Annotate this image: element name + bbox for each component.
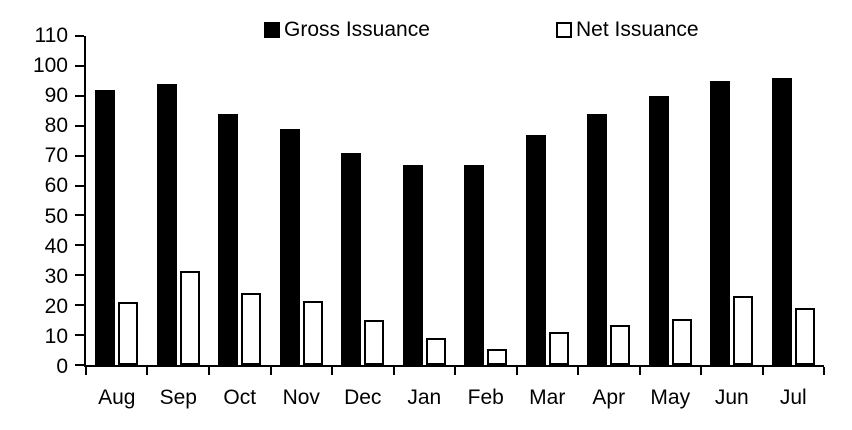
x-axis-tick-label-aug: Aug: [98, 386, 136, 409]
category-group-aug: [86, 36, 148, 365]
x-axis-tick-mark: [700, 367, 702, 375]
gross-issuance-bar-aug: [95, 89, 116, 365]
x-axis-tick-mark: [392, 367, 395, 375]
x-axis-tick-label-jan: Jan: [407, 386, 442, 409]
y-axis-tick-mark: [75, 154, 84, 157]
net-issuance-bar-dec: [364, 320, 385, 365]
category-group-jul: [763, 36, 825, 365]
gross-issuance-swatch-icon: [264, 22, 280, 38]
x-axis-tick-mark: [638, 367, 641, 375]
net-issuance-bar-mar: [548, 332, 569, 365]
net-issuance-bar-feb: [487, 348, 508, 365]
y-axis-tick-label: 100: [32, 54, 68, 78]
net-issuance-bar-sep: [179, 270, 200, 365]
x-axis-tick-label-feb: Feb: [467, 386, 504, 409]
y-axis-tick-mark: [75, 244, 84, 247]
net-issuance-bar-aug: [118, 302, 139, 365]
x-axis-tick-label-jun: Jun: [714, 386, 749, 409]
x-axis-tick-mark: [85, 367, 87, 375]
category-group-feb: [455, 36, 517, 365]
net-issuance-bar-may: [671, 318, 692, 365]
x-axis-tick-label-may: May: [650, 386, 691, 409]
legend-label-gross-issuance: Gross Issuance: [284, 18, 430, 41]
x-axis-tick-label-nov: Nov: [282, 386, 320, 409]
y-axis-tick-mark: [75, 94, 84, 97]
legend-item-gross-issuance: Gross Issuance: [264, 18, 430, 42]
gross-issuance-bar-jan: [402, 164, 423, 365]
gross-issuance-bar-feb: [464, 164, 485, 365]
y-axis-tick-mark: [75, 334, 84, 337]
x-axis-tick-mark: [515, 367, 518, 375]
category-group-jun: [701, 36, 763, 365]
gross-issuance-bar-apr: [587, 113, 608, 365]
legend-item-net-issuance: Net Issuance: [556, 18, 699, 42]
category-group-dec: [332, 36, 394, 365]
gross-issuance-bar-mar: [525, 134, 546, 365]
y-axis-tick-label: 60: [44, 174, 68, 198]
x-axis-tick-label-sep: Sep: [159, 386, 197, 409]
gross-issuance-bar-oct: [218, 113, 239, 365]
category-group-sep: [148, 36, 210, 365]
gross-issuance-bar-nov: [279, 128, 300, 365]
y-axis-tick-label: 10: [44, 324, 68, 348]
net-issuance-bar-oct: [241, 293, 262, 365]
gross-issuance-bar-jun: [710, 80, 731, 365]
y-axis-tick-label: 30: [44, 264, 68, 288]
x-axis-tick-label-oct: Oct: [223, 386, 257, 409]
y-axis-tick-mark: [75, 64, 84, 67]
x-axis-tick-mark: [146, 367, 149, 375]
x-axis-tick-mark: [269, 367, 272, 375]
x-axis-labels: Aug Sep Oct Nov Dec Jan Feb Mar Apr May Jun Jul: [86, 385, 824, 410]
x-axis-tick-label-dec: Dec: [344, 386, 382, 409]
y-axis-tick-mark: [75, 35, 84, 37]
y-axis-tick-mark: [75, 184, 84, 187]
y-axis-tick-label: 70: [44, 144, 68, 168]
x-axis-tick-mark: [576, 367, 579, 375]
plot-area: [75, 35, 825, 375]
x-axis-tick-mark: [330, 367, 333, 375]
y-axis-tick-label: 50: [44, 204, 68, 228]
x-axis-tick-mark: [454, 367, 456, 375]
gross-issuance-bar-sep: [156, 83, 177, 365]
net-issuance-bar-jun: [733, 296, 754, 365]
y-axis-tick-mark: [75, 304, 84, 307]
y-axis-tick-mark: [75, 214, 84, 217]
bar-layer: [86, 36, 824, 365]
y-axis-tick-mark: [75, 364, 84, 366]
net-issuance-bar-jan: [425, 338, 446, 365]
y-axis-labels: 0 10 20 30 40 50 60 70 80 90 100 110: [0, 25, 70, 378]
y-axis-tick-label: 20: [44, 294, 68, 318]
x-axis-tick-label-apr: Apr: [592, 386, 626, 409]
y-axis-tick-label: 110: [34, 24, 68, 47]
category-group-mar: [517, 36, 579, 365]
y-axis-tick-label: 0: [56, 355, 68, 378]
net-issuance-swatch-icon: [556, 22, 572, 38]
net-issuance-bar-jul: [794, 308, 815, 365]
legend-label-net-issuance: Net Issuance: [576, 18, 699, 41]
net-issuance-bar-apr: [610, 324, 631, 365]
category-group-jan: [394, 36, 456, 365]
x-axis-tick-mark: [823, 367, 825, 375]
x-axis-tick-mark: [207, 367, 210, 375]
y-axis-tick-mark: [75, 124, 84, 127]
y-axis-tick-label: 90: [44, 84, 68, 108]
y-axis-tick-label: 80: [44, 114, 68, 138]
category-group-apr: [578, 36, 640, 365]
net-issuance-bar-nov: [302, 300, 323, 365]
x-axis-tick-label-jul: Jul: [779, 386, 807, 409]
category-group-nov: [271, 36, 333, 365]
gross-issuance-bar-may: [648, 95, 669, 365]
category-group-oct: [209, 36, 271, 365]
gross-issuance-bar-jul: [771, 77, 792, 365]
x-axis-tick-mark: [761, 367, 764, 375]
y-axis-tick-mark: [75, 274, 84, 277]
gross-issuance-bar-dec: [341, 152, 362, 365]
category-group-may: [640, 36, 702, 365]
x-axis-tick-label-mar: Mar: [529, 386, 566, 409]
y-axis-tick-label: 40: [44, 234, 68, 258]
